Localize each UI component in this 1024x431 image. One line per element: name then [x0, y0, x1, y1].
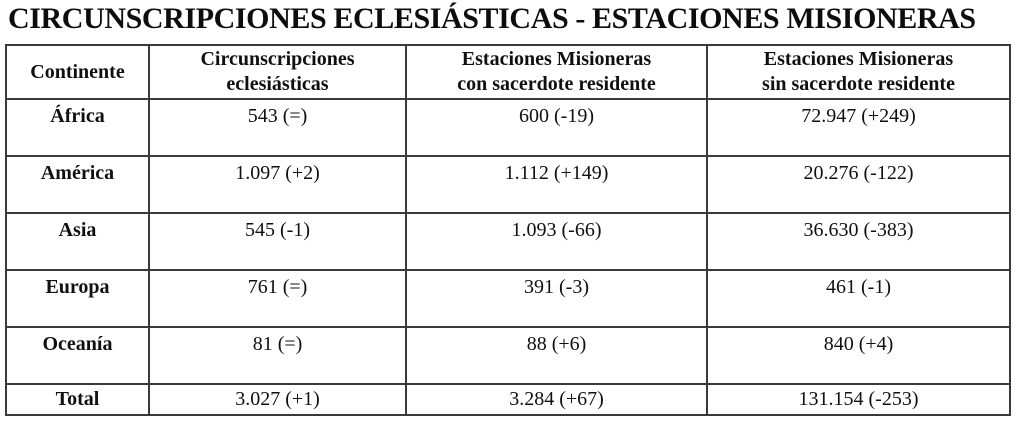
page-title: CIRCUNSCRIPCIONES ECLESIÁSTICAS - ESTACI… — [8, 2, 976, 35]
without-priest-value: 72.947 (+249) — [706, 98, 1011, 157]
total-with-priest-value: 3.284 (+67) — [405, 383, 708, 416]
without-priest-value: 840 (+4) — [706, 326, 1011, 385]
with-priest-value: 600 (-19) — [405, 98, 708, 157]
table-row-europa: Europa 761 (=) 391 (-3) 461 (-1) — [5, 269, 1011, 328]
without-priest-value: 461 (-1) — [706, 269, 1011, 328]
continent-label: África — [5, 98, 150, 157]
column-header-estaciones-con-sacerdote: Estaciones Misioneras con sacerdote resi… — [405, 44, 708, 100]
total-circumscriptions-value: 3.027 (+1) — [148, 383, 407, 416]
table-row-total: Total 3.027 (+1) 3.284 (+67) 131.154 (-2… — [5, 383, 1011, 416]
continent-label: Oceanía — [5, 326, 150, 385]
circumscriptions-value: 1.097 (+2) — [148, 155, 407, 214]
circumscriptions-value: 761 (=) — [148, 269, 407, 328]
table-row-oceania: Oceanía 81 (=) 88 (+6) 840 (+4) — [5, 326, 1011, 385]
with-priest-value: 1.093 (-66) — [405, 212, 708, 271]
total-label: Total — [5, 383, 150, 416]
column-header-estaciones-sin-sacerdote: Estaciones Misioneras sin sacerdote resi… — [706, 44, 1011, 100]
table-row-africa: África 543 (=) 600 (-19) 72.947 (+249) — [5, 98, 1011, 157]
continent-label: América — [5, 155, 150, 214]
with-priest-value: 391 (-3) — [405, 269, 708, 328]
circumscriptions-value: 81 (=) — [148, 326, 407, 385]
continent-label: Europa — [5, 269, 150, 328]
without-priest-value: 20.276 (-122) — [706, 155, 1011, 214]
column-header-continente: Continente — [5, 44, 150, 100]
mission-stations-table: Continente Circunscripciones eclesiástic… — [5, 44, 1011, 416]
continent-label: Asia — [5, 212, 150, 271]
column-header-circunscripciones: Circunscripciones eclesiásticas — [148, 44, 407, 100]
total-without-priest-value: 131.154 (-253) — [706, 383, 1011, 416]
circumscriptions-value: 543 (=) — [148, 98, 407, 157]
without-priest-value: 36.630 (-383) — [706, 212, 1011, 271]
table-row-asia: Asia 545 (-1) 1.093 (-66) 36.630 (-383) — [5, 212, 1011, 271]
with-priest-value: 88 (+6) — [405, 326, 708, 385]
table-row-america: América 1.097 (+2) 1.112 (+149) 20.276 (… — [5, 155, 1011, 214]
table-header-row: Continente Circunscripciones eclesiástic… — [5, 44, 1011, 100]
circumscriptions-value: 545 (-1) — [148, 212, 407, 271]
with-priest-value: 1.112 (+149) — [405, 155, 708, 214]
